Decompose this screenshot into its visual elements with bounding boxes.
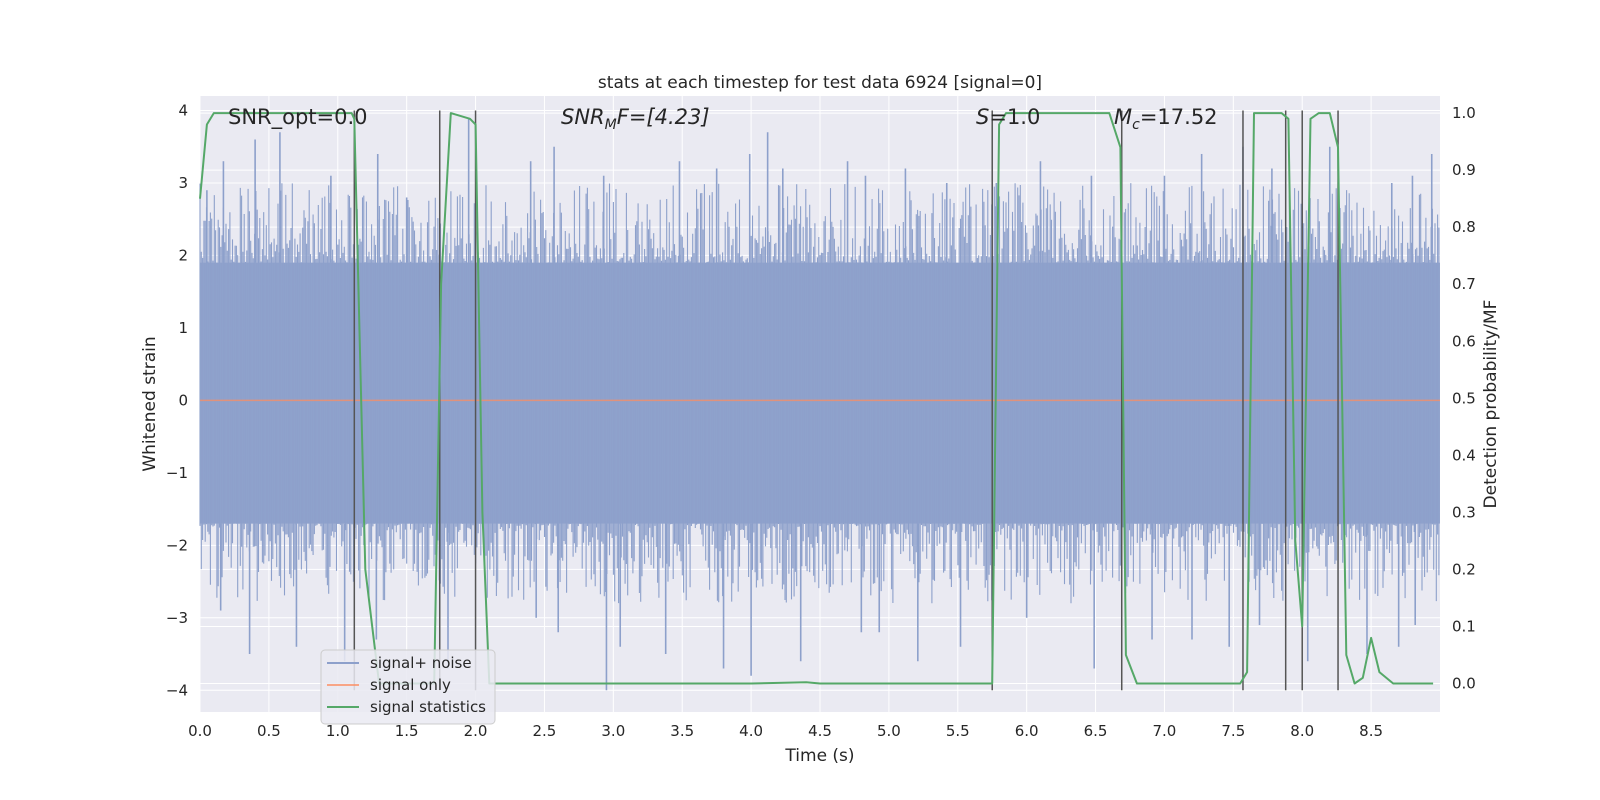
chart-title: stats at each timestep for test data 692… bbox=[598, 73, 1042, 93]
x-tick-label-1: 0.5 bbox=[257, 722, 281, 740]
x-tick-label-2: 1.0 bbox=[326, 722, 350, 740]
y-tick-label-5: −1 bbox=[166, 464, 188, 482]
x-tick-label-4: 2.0 bbox=[464, 722, 488, 740]
y2-tick-label-1: 0.9 bbox=[1452, 161, 1476, 179]
annotation-snr-opt: SNR_opt=0.0 bbox=[228, 105, 368, 130]
legend-label-signal-statistics: signal statistics bbox=[370, 698, 486, 716]
y2-tick-label-8: 0.2 bbox=[1452, 560, 1476, 578]
annotation-mc: Mc=17.52 bbox=[1114, 105, 1218, 133]
x-tick-label-17: 8.5 bbox=[1359, 722, 1383, 740]
y-axis-label: Whitened strain bbox=[140, 336, 160, 471]
y-axis-ticks: 4 3 2 1 0 −1 −2 −3 −4 bbox=[166, 101, 188, 699]
y2-tick-label-2: 0.8 bbox=[1452, 218, 1476, 236]
x-axis-ticks: 0.0 0.5 1.0 1.5 2.0 2.5 3.0 3.5 4.0 4.5 5.0 5.5 6.0 6… bbox=[188, 722, 1383, 740]
x-tick-label-0: 0.0 bbox=[188, 722, 212, 740]
y-tick-label-2: 2 bbox=[178, 246, 188, 264]
annotations: SNR_opt=0.0 SNRMF=[4.23] S=1.0 Mc=17.52 bbox=[228, 105, 1218, 133]
x-tick-label-14: 7.0 bbox=[1153, 722, 1177, 740]
x-tick-label-16: 8.0 bbox=[1290, 722, 1314, 740]
x-tick-label-7: 3.5 bbox=[670, 722, 694, 740]
series-signal-noise bbox=[199, 117, 1440, 691]
y-tick-label-4: 0 bbox=[178, 391, 188, 409]
y2-axis-label: Detection probability/MF bbox=[1481, 300, 1501, 509]
y2-tick-label-0: 1.0 bbox=[1452, 104, 1476, 122]
y2-tick-label-7: 0.3 bbox=[1452, 503, 1476, 521]
x-tick-label-5: 2.5 bbox=[533, 722, 557, 740]
annotation-s: S=1.0 bbox=[976, 105, 1040, 129]
x-tick-label-12: 6.0 bbox=[1015, 722, 1039, 740]
legend-label-signal-only: signal only bbox=[370, 676, 451, 694]
y2-tick-label-5: 0.5 bbox=[1452, 389, 1476, 407]
y2-axis-ticks: 1.0 0.9 0.8 0.7 0.6 0.5 0.4 0.3 0.2 0.1 0.0 bbox=[1452, 104, 1476, 692]
y2-tick-label-9: 0.1 bbox=[1452, 617, 1476, 635]
x-tick-label-6: 3.0 bbox=[601, 722, 625, 740]
y-tick-label-0: 4 bbox=[178, 101, 188, 119]
y2-tick-label-6: 0.4 bbox=[1452, 446, 1476, 464]
y-tick-label-6: −2 bbox=[166, 536, 188, 554]
x-tick-label-8: 4.0 bbox=[739, 722, 763, 740]
y-tick-label-8: −4 bbox=[166, 681, 188, 699]
legend: signal+ noise signal only signal statist… bbox=[320, 649, 496, 725]
legend-box bbox=[320, 649, 496, 725]
y-tick-label-3: 1 bbox=[178, 319, 188, 337]
annotation-snr-mf: SNRMF=[4.23] bbox=[561, 105, 710, 133]
y2-tick-label-10: 0.0 bbox=[1452, 674, 1476, 692]
legend-label-signal-noise: signal+ noise bbox=[370, 654, 472, 672]
y-tick-label-7: −3 bbox=[166, 609, 188, 627]
y2-tick-label-3: 0.7 bbox=[1452, 275, 1476, 293]
x-tick-label-9: 4.5 bbox=[808, 722, 832, 740]
x-tick-label-15: 7.5 bbox=[1221, 722, 1245, 740]
x-tick-label-11: 5.5 bbox=[946, 722, 970, 740]
y-tick-label-1: 3 bbox=[178, 174, 188, 192]
y2-tick-label-4: 0.6 bbox=[1452, 332, 1476, 350]
detection-markers bbox=[353, 110, 1339, 691]
x-tick-label-3: 1.5 bbox=[395, 722, 419, 740]
x-axis-label: Time (s) bbox=[784, 746, 854, 766]
x-tick-label-10: 5.0 bbox=[877, 722, 901, 740]
x-tick-label-13: 6.5 bbox=[1084, 722, 1108, 740]
